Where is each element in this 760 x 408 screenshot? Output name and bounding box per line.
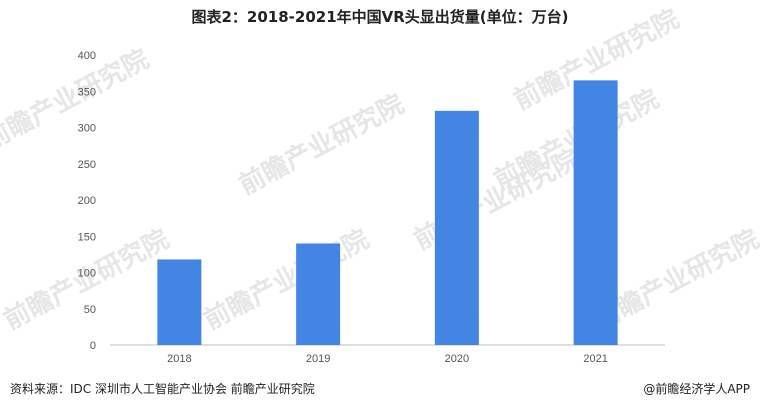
- y-tick-label: 300: [78, 123, 96, 135]
- y-tick-label: 0: [90, 340, 96, 352]
- brand-credit: @前瞻经济学人APP: [643, 382, 750, 396]
- y-tick-label: 400: [78, 50, 96, 62]
- bar-2020: [434, 110, 479, 345]
- y-tick-label: 250: [78, 159, 96, 171]
- watermark-text: 前瞻产业研究院: [234, 88, 409, 201]
- x-tick-label: 2021: [583, 353, 607, 365]
- bar-2019: [296, 243, 341, 345]
- bar-2021: [573, 80, 618, 345]
- x-tick-label: 2020: [445, 353, 469, 365]
- bars: [157, 80, 618, 345]
- y-tick-label: 150: [78, 231, 96, 243]
- chart-title: 图表2：2018-2021年中国VR头显出货量(单位：万台): [191, 8, 569, 26]
- bar-2018: [157, 259, 202, 345]
- y-tick-label: 50: [84, 304, 96, 316]
- x-axis-ticks: 2018 2019 2020 2021: [167, 353, 608, 365]
- y-tick-label: 100: [78, 268, 96, 280]
- y-axis-ticks: 0 50 100 150 200 250 300 350 400: [78, 50, 96, 352]
- x-tick-label: 2019: [306, 353, 330, 365]
- y-tick-label: 350: [78, 86, 96, 98]
- source-note: 资料来源：IDC 深圳市人工智能产业协会 前瞻产业研究院: [10, 382, 315, 396]
- y-tick-label: 200: [78, 195, 96, 207]
- watermark-text: 前瞻产业研究院: [199, 223, 374, 336]
- x-tick-label: 2018: [167, 353, 191, 365]
